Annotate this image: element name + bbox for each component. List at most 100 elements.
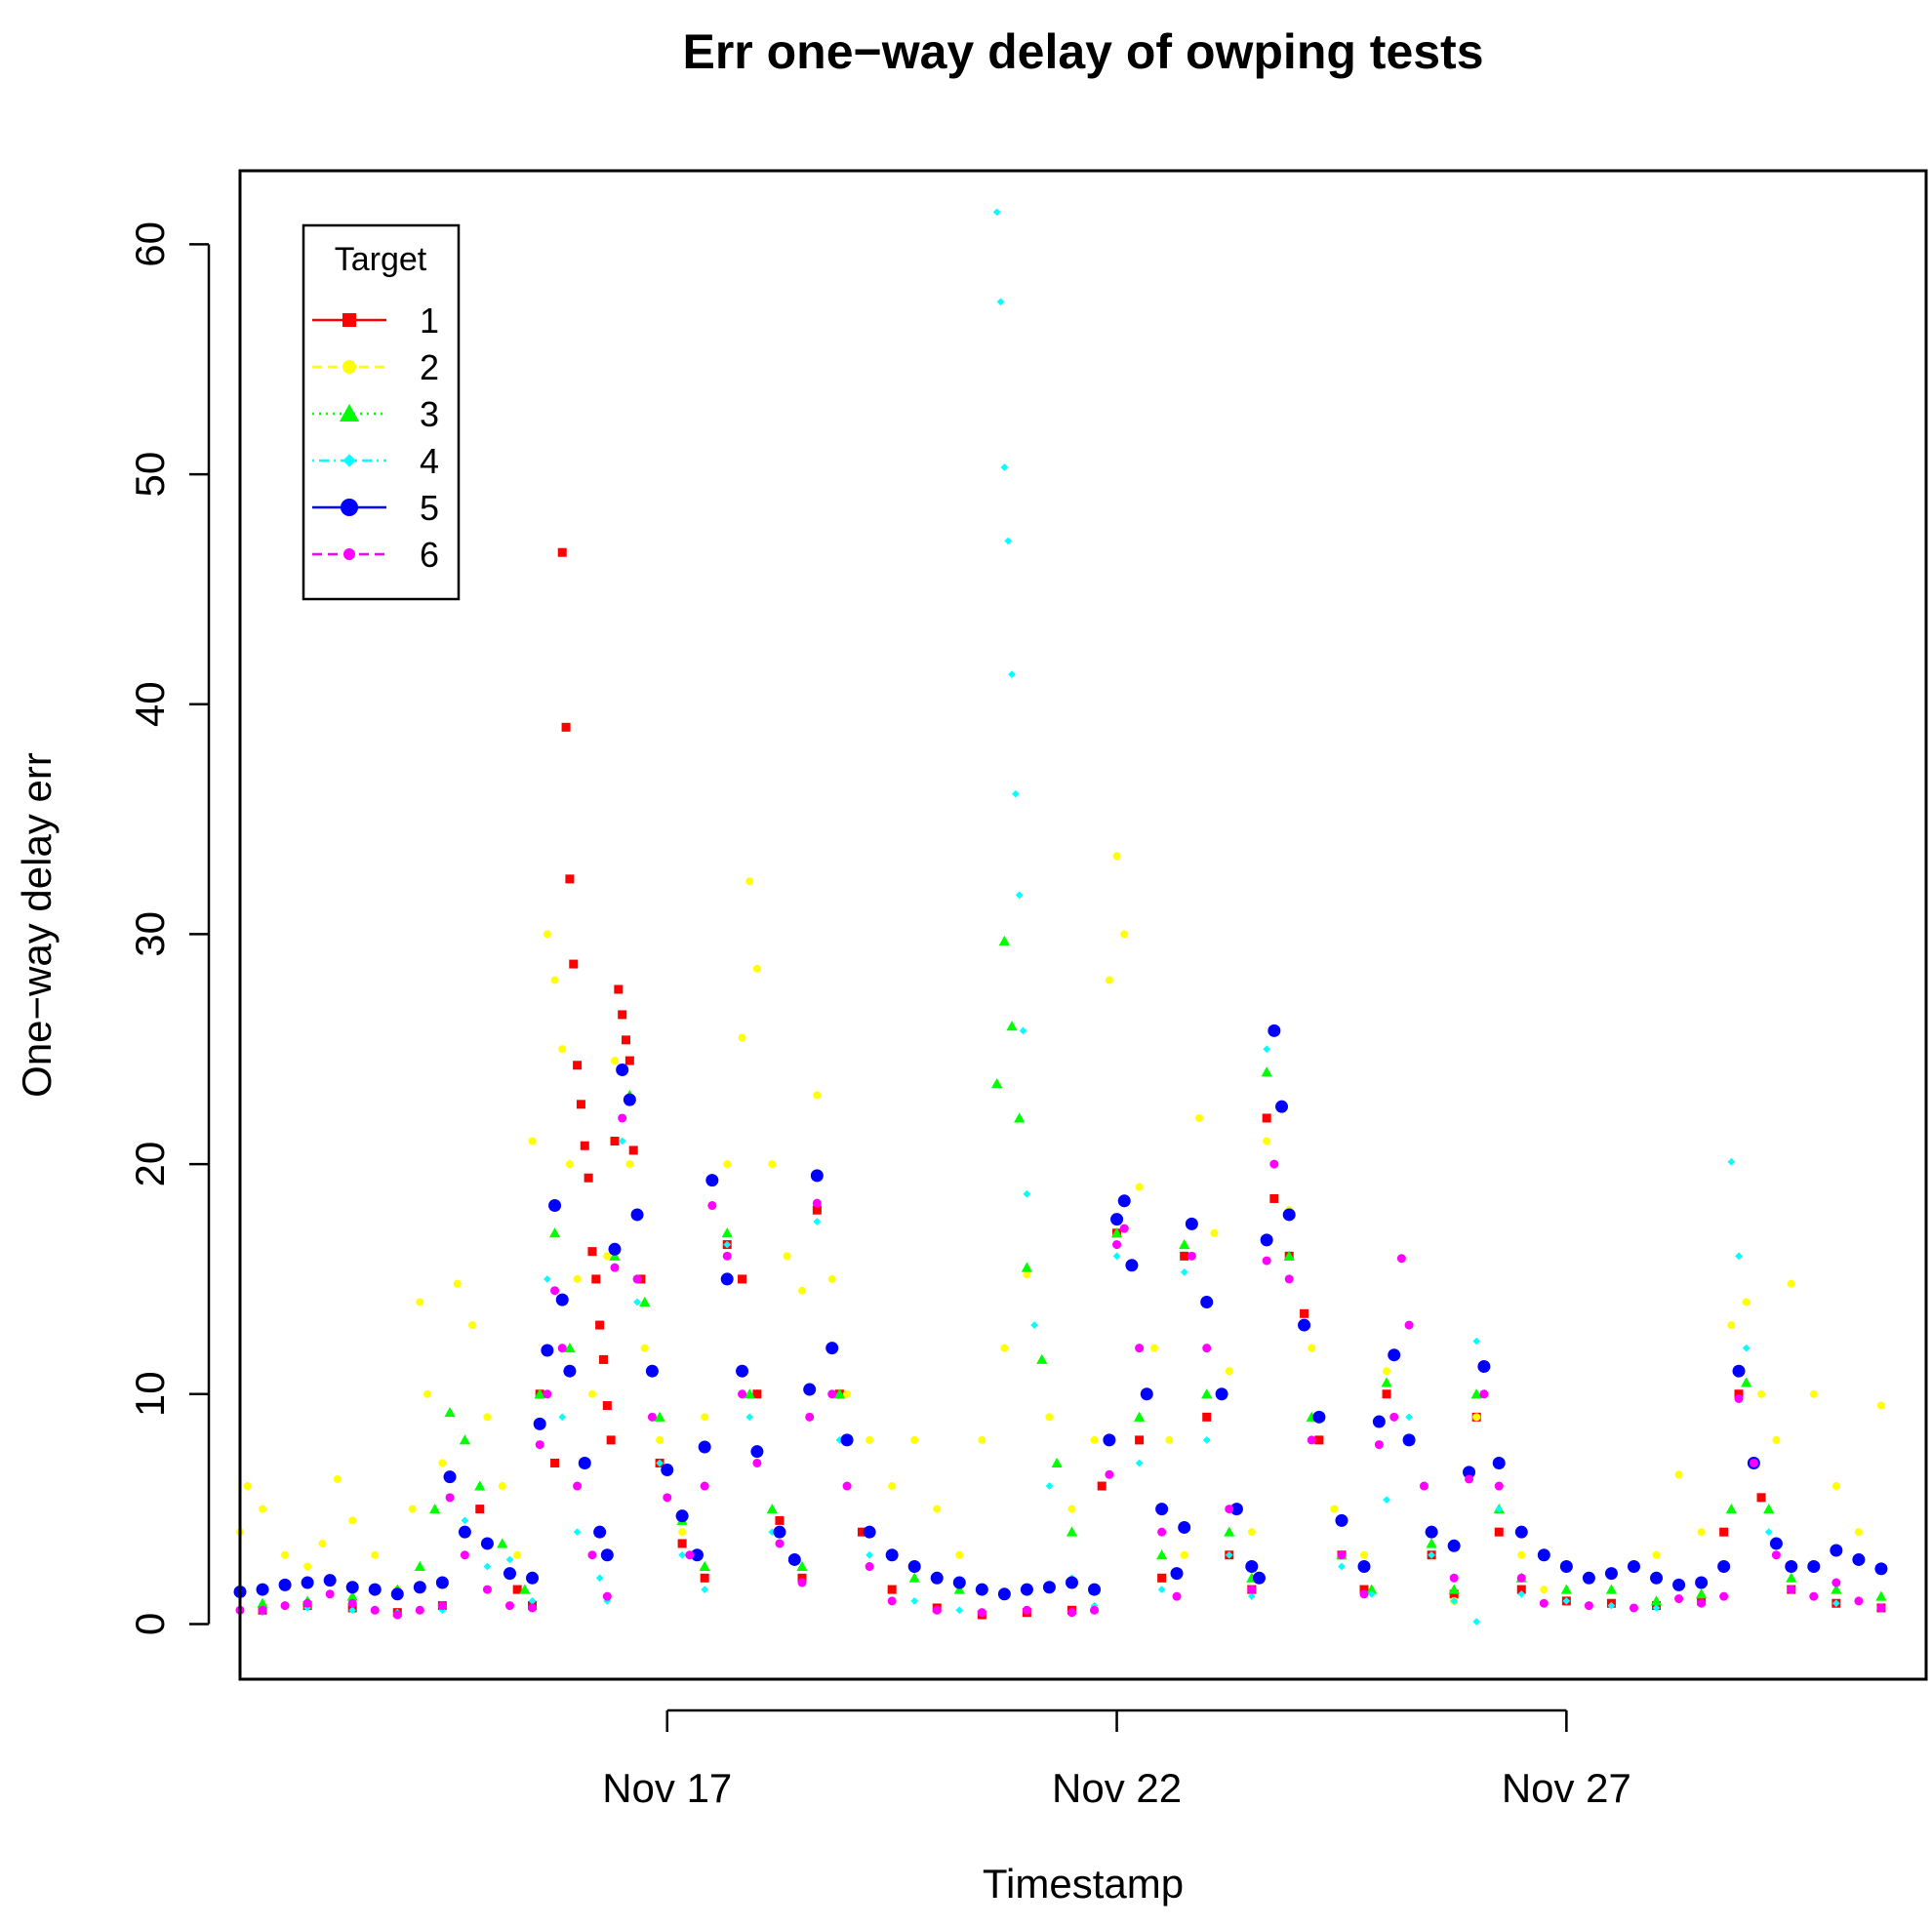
data-point-series-1: [677, 1539, 687, 1548]
data-point-series-5: [1200, 1296, 1214, 1308]
data-point-series-4: [1383, 1496, 1390, 1505]
data-point-series-3: [721, 1227, 733, 1238]
data-point-series-1: [550, 1458, 560, 1467]
data-point-series-4: [461, 1516, 469, 1525]
data-point-series-3: [991, 1077, 1003, 1089]
data-point-series-5: [773, 1525, 786, 1539]
data-point-series-5: [1582, 1571, 1595, 1585]
data-point-series-1: [606, 1435, 616, 1445]
data-point-series-5: [952, 1576, 966, 1589]
data-point-series-1: [595, 1320, 605, 1330]
data-point-series-6: [1269, 1159, 1279, 1169]
data-point-series-5: [1275, 1100, 1289, 1113]
data-point-series-2: [528, 1137, 537, 1145]
data-point-series-6: [752, 1458, 762, 1467]
legend-entry-4: 4: [312, 441, 439, 481]
data-point-series-5: [750, 1445, 764, 1459]
y-tick-label: 10: [127, 1371, 173, 1417]
data-point-series-3: [459, 1434, 471, 1445]
data-point-series-4: [1735, 1252, 1743, 1261]
data-point-series-5: [1852, 1552, 1866, 1566]
data-point-series-6: [1629, 1603, 1638, 1613]
data-point-series-1: [857, 1527, 866, 1537]
data-point-series-2: [1383, 1367, 1391, 1376]
data-point-series-2: [1149, 1344, 1158, 1352]
data-point-series-3: [1014, 1112, 1026, 1123]
data-point-series-4: [865, 1550, 873, 1559]
data-point-series-2: [423, 1389, 431, 1398]
x-axis: Nov 17 Nov 22 Nov 27: [602, 1708, 1631, 1811]
data-point-series-5: [1807, 1560, 1821, 1574]
data-point-series-5: [698, 1440, 711, 1454]
data-point-series-6: [977, 1608, 986, 1618]
data-point-series-4: [1000, 463, 1009, 471]
data-point-series-2: [498, 1482, 506, 1491]
data-point-series-6: [797, 1578, 807, 1587]
data-point-series-5: [1020, 1583, 1033, 1596]
data-point-series-6: [1067, 1608, 1076, 1618]
data-point-series-5: [1372, 1415, 1386, 1428]
data-point-series-4: [595, 1574, 604, 1583]
data-point-series-3: [1725, 1503, 1737, 1514]
data-point-series-3: [519, 1584, 531, 1594]
data-point-series-5: [1229, 1503, 1243, 1516]
data-point-series-5: [863, 1525, 876, 1539]
data-point-series-3: [796, 1560, 808, 1572]
data-point-series-5: [1514, 1525, 1528, 1539]
data-point-series-3: [766, 1503, 778, 1514]
data-point-series-1: [700, 1573, 709, 1583]
data-point-series-5: [1140, 1387, 1153, 1401]
data-point-series-5: [1103, 1433, 1116, 1447]
data-point-series-3: [1650, 1595, 1663, 1606]
data-point-series-4: [1562, 1597, 1571, 1605]
data-point-series-4: [1135, 1459, 1144, 1467]
data-point-series-2: [752, 964, 761, 973]
data-point-series-2: [259, 1505, 267, 1513]
data-point-series-6: [932, 1605, 942, 1615]
data-point-series-3: [744, 1388, 755, 1399]
data-point-series-5: [390, 1587, 404, 1601]
data-point-series-4: [813, 1218, 822, 1225]
data-point-series-2: [798, 1286, 806, 1295]
data-point-series-1: [573, 1061, 583, 1070]
data-point-series-4: [1727, 1157, 1736, 1166]
data-point-series-6: [618, 1113, 627, 1123]
data-point-series-4: [1367, 1589, 1376, 1598]
data-point-series-3: [1875, 1590, 1887, 1601]
data-point-series-2: [1757, 1389, 1766, 1398]
data-point-series-5: [675, 1509, 689, 1523]
data-point-series-2: [513, 1550, 522, 1559]
legend-box: [302, 223, 461, 601]
data-point-series-2: [723, 1160, 732, 1169]
data-point-series-3: [414, 1560, 425, 1572]
x-tick-label: Nov 27: [1502, 1765, 1631, 1811]
data-point-series-4: [996, 298, 1005, 306]
data-point-series-1: [1157, 1573, 1167, 1583]
data-point-series-1: [1262, 1113, 1271, 1123]
data-point-series-2: [1472, 1413, 1481, 1422]
data-point-series-2: [1045, 1413, 1054, 1422]
data-point-series-1: [1300, 1308, 1309, 1318]
data-point-series-3: [1261, 1066, 1272, 1077]
data-point-series-6: [1809, 1591, 1819, 1601]
data-point-series-6: [1119, 1224, 1129, 1233]
data-point-series-5: [1537, 1548, 1550, 1562]
data-point-series-5: [480, 1537, 494, 1550]
data-point-series-3: [1695, 1588, 1708, 1599]
data-point-series-2: [603, 1252, 612, 1261]
data-point-series-4: [1607, 1601, 1616, 1610]
data-point-series-1: [797, 1573, 807, 1583]
data-point-series-6: [302, 1598, 312, 1608]
data-point-series-2: [678, 1528, 687, 1537]
data-point-series-4: [618, 1137, 626, 1145]
data-point-series-3: [1156, 1549, 1168, 1560]
data-point-series-5: [1672, 1578, 1686, 1591]
data-point-series-5: [256, 1583, 269, 1596]
y-tick-label: 0: [127, 1613, 173, 1635]
data-point-series-1: [1734, 1389, 1744, 1399]
data-point-series-4: [1180, 1268, 1188, 1276]
data-point-series-1: [584, 1173, 593, 1183]
data-point-series-2: [745, 877, 754, 886]
data-point-series-2: [701, 1413, 709, 1422]
data-point-series-4: [1652, 1604, 1661, 1612]
